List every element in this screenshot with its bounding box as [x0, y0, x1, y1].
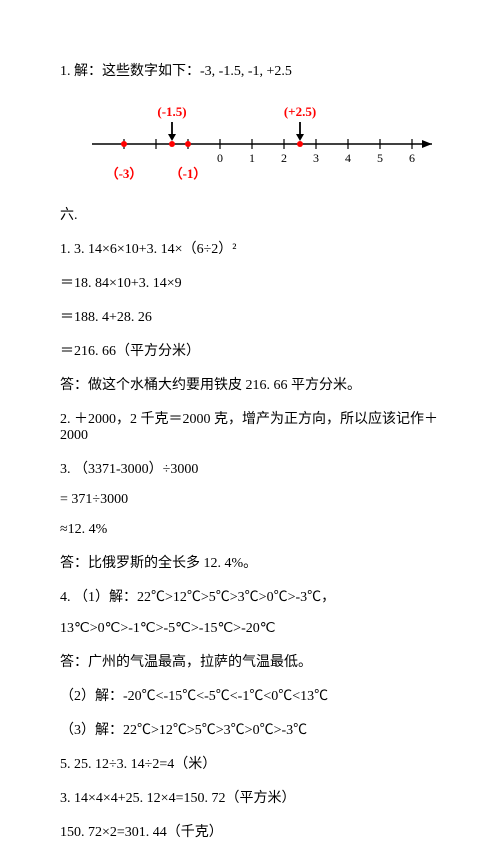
svg-text:1: 1	[249, 151, 255, 165]
section-6-title: 六.	[60, 204, 440, 224]
number-line-figure: 0 1 2 3 4 5 6 （-3） (-1.5) （-1） (+2.5)	[60, 94, 440, 184]
svg-text:5: 5	[377, 151, 383, 165]
solution-line: 2. ＋2000，2 千克＝2000 克，增产为正方向，所以应该记作＋2000	[60, 408, 440, 444]
solution-line: 13℃>0℃>-1℃>-5℃>-15℃>-20℃	[60, 620, 440, 637]
solution-line: 1. 3. 14×6×10+3. 14×（6÷2）²	[60, 238, 440, 258]
solution-line: 150. 72×2=301. 44（千克）	[60, 821, 440, 841]
solution-line: 5. 25. 12÷3. 14÷2=4（米）	[60, 753, 440, 773]
q1-intro: 1. 解：这些数字如下：-3, -1.5, -1, +2.5	[60, 60, 440, 80]
solution-line: （2）解：-20℃<-15℃<-5℃<-1℃<0℃<13℃	[60, 685, 440, 705]
solution-lines: 1. 3. 14×6×10+3. 14×（6÷2）² ＝18. 84×10+3. …	[60, 238, 440, 841]
solution-line: 3. 14×4×4+25. 12×4=150. 72（平方米）	[60, 787, 440, 807]
svg-text:2: 2	[281, 151, 287, 165]
solution-line: 4. （1）解：22℃>12℃>5℃>3℃>0℃>-3℃，	[60, 586, 440, 606]
solution-line: 答：做这个水桶大约要用铁皮 216. 66 平方分米。	[60, 374, 440, 394]
solution-line: = 371÷3000	[60, 492, 440, 508]
solution-line: 答：广州的气温最高，拉萨的气温最低。	[60, 651, 440, 671]
solution-line: 3. （3371-3000）÷3000	[60, 458, 440, 478]
svg-text:(-1.5): (-1.5)	[157, 104, 186, 119]
svg-text:0: 0	[217, 151, 223, 165]
solution-line: 答：比俄罗斯的全长多 12. 4%。	[60, 552, 440, 572]
solution-line: （3）解：22℃>12℃>5℃>3℃>0℃>-3℃	[60, 719, 440, 739]
number-line-svg: 0 1 2 3 4 5 6 （-3） (-1.5) （-1） (+2.5)	[60, 94, 460, 184]
svg-text:6: 6	[409, 151, 415, 165]
svg-text:4: 4	[345, 151, 351, 165]
svg-text:（-3）: （-3）	[106, 166, 143, 181]
solution-line: ＝216. 66（平方分米）	[60, 340, 440, 360]
solution-line: ≈12. 4%	[60, 522, 440, 538]
svg-text:3: 3	[313, 151, 319, 165]
svg-text:(+2.5): (+2.5)	[284, 104, 316, 119]
solution-line: ＝188. 4+28. 26	[60, 306, 440, 326]
svg-text:（-1）: （-1）	[170, 166, 207, 181]
solution-line: ＝18. 84×10+3. 14×9	[60, 272, 440, 292]
